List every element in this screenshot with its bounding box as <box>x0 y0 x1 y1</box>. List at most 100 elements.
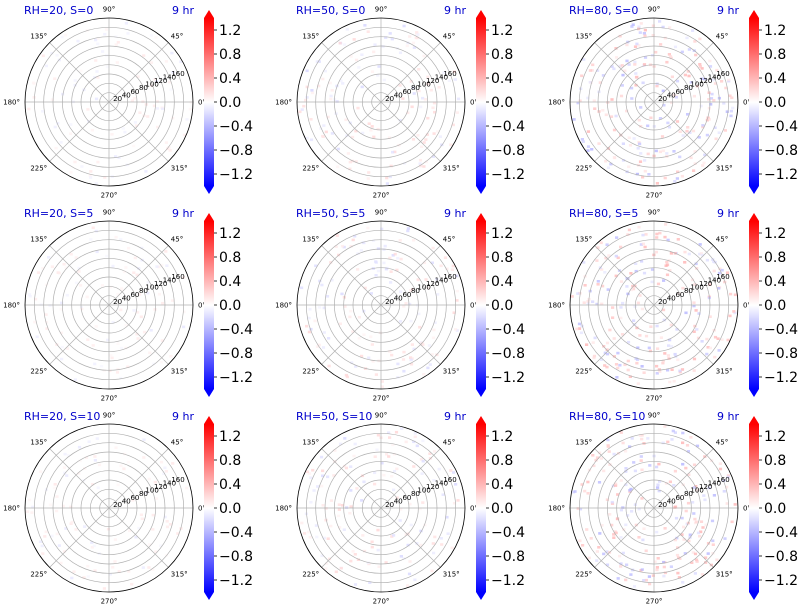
field-cell <box>677 292 681 295</box>
field-cell <box>330 278 334 282</box>
field-cell <box>632 585 637 588</box>
field-cell <box>334 245 338 248</box>
polar-frame <box>296 17 466 187</box>
field-cell <box>380 227 384 231</box>
field-cell <box>134 535 138 539</box>
field-cell <box>586 480 590 484</box>
field-cell <box>655 182 659 185</box>
field-cell <box>30 511 34 514</box>
field-cell <box>322 306 326 310</box>
field-cell <box>667 125 672 129</box>
theta-tick-label: 135° <box>575 33 592 41</box>
colorbar-tick-label: −0.8 <box>491 549 525 565</box>
field-cell <box>673 469 677 473</box>
field-cell <box>418 325 422 329</box>
theta-tick-label: 180° <box>548 505 565 513</box>
field-cell <box>325 295 330 298</box>
field-cell <box>94 97 99 101</box>
field-cell <box>363 286 367 290</box>
field-cell <box>381 45 385 48</box>
field-cell <box>357 315 361 319</box>
field-cell <box>628 445 632 448</box>
theta-tick-label: 270° <box>373 598 390 606</box>
field-cell <box>720 80 724 83</box>
field-cell <box>440 543 444 546</box>
field-cell <box>642 32 646 35</box>
field-cell <box>373 43 377 46</box>
field-cell <box>426 116 430 120</box>
colorbar-tick-label: 0.8 <box>491 250 513 266</box>
colorbar-body <box>204 18 214 186</box>
field-cell <box>163 466 167 470</box>
field-cell <box>431 246 435 250</box>
field-cell <box>132 309 136 312</box>
field-cell <box>39 470 43 473</box>
field-cell <box>353 442 357 446</box>
field-cell <box>111 264 115 268</box>
field-cell <box>132 271 136 274</box>
field-cell <box>684 509 688 513</box>
field-cell <box>579 331 584 335</box>
colorbar-tick-label: −0.8 <box>764 346 798 362</box>
field-cell <box>718 467 723 471</box>
field-cell <box>703 77 707 81</box>
field-cell <box>717 287 721 290</box>
field-cell <box>402 305 406 308</box>
field-cell <box>714 137 718 141</box>
field-cell <box>692 463 697 467</box>
field-cell <box>376 127 380 131</box>
field-cell <box>89 170 93 173</box>
field-cell <box>720 268 724 272</box>
r-tick-label: 60 <box>130 494 139 502</box>
field-cell <box>625 285 629 288</box>
field-cell <box>600 302 604 306</box>
field-cell <box>45 320 49 324</box>
field-cell <box>64 33 68 37</box>
r-tick-label: 40 <box>122 294 131 302</box>
field-cell <box>598 451 602 455</box>
field-cell <box>398 519 402 522</box>
field-cell <box>319 127 323 130</box>
field-cell <box>109 285 113 289</box>
field-cell <box>327 364 331 368</box>
field-cell <box>422 54 426 58</box>
field-cell <box>62 550 66 553</box>
field-cell <box>621 301 625 305</box>
field-cell <box>618 64 622 68</box>
field-cell <box>404 440 408 444</box>
field-cell <box>618 34 622 38</box>
field-cell <box>117 570 121 573</box>
field-cell <box>709 103 713 106</box>
field-cell <box>713 355 717 359</box>
r-tick-label: 80 <box>139 490 148 498</box>
field-cell <box>84 456 89 459</box>
field-cell <box>637 118 641 122</box>
colorbar-extend-max <box>476 416 486 424</box>
r-tick-label: 140 <box>708 480 721 488</box>
field-cell <box>344 373 348 377</box>
field-cell <box>704 523 708 527</box>
field-cell <box>119 376 123 380</box>
field-cell <box>401 358 406 361</box>
field-cell <box>153 480 157 484</box>
field-cell <box>581 544 585 547</box>
field-cell <box>417 312 421 316</box>
field-cell <box>644 233 648 236</box>
field-cell <box>661 361 665 365</box>
field-cell <box>135 273 139 277</box>
field-cell <box>388 256 392 260</box>
field-cell <box>153 78 157 81</box>
field-cell <box>86 108 90 111</box>
theta-tick-label: 180° <box>3 99 20 107</box>
colorbar-tick-label: −0.8 <box>764 549 798 565</box>
field-cell <box>698 65 702 68</box>
r-tick-label: 160 <box>171 273 184 281</box>
polar-panel-1: 0°45°90°135°180°225°270°315°20 40 60 801001… <box>3 4 206 200</box>
panel-title-left: RH=50, S=10 <box>296 410 372 423</box>
field-cell <box>673 45 678 49</box>
colorbar-tick-label: 1.2 <box>764 226 786 242</box>
field-cell <box>619 245 623 249</box>
field-cell <box>718 267 722 271</box>
field-cell <box>657 462 661 466</box>
field-cell <box>119 308 123 312</box>
